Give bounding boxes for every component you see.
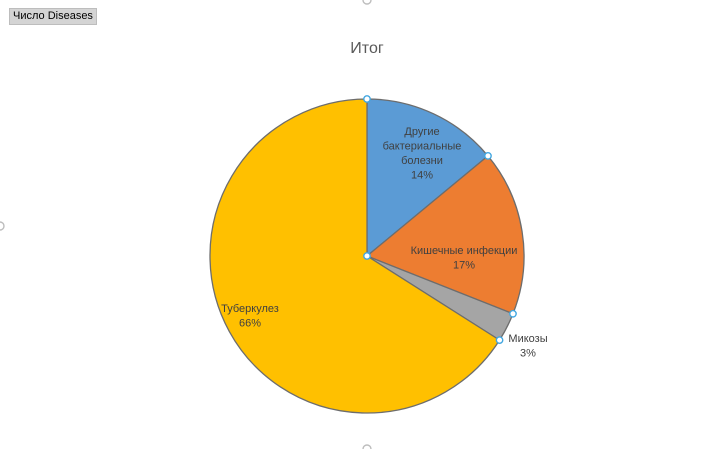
data-label-percent: 3% xyxy=(520,348,536,360)
data-label-category: Кишечные инфекции xyxy=(411,245,518,257)
selection-handle-4[interactable] xyxy=(495,336,504,345)
data-label-3[interactable]: Микозы 3% xyxy=(508,333,547,360)
pie-slice-4[interactable] xyxy=(209,98,501,414)
data-label-category: Туберкулез xyxy=(221,303,279,315)
data-label-category: Другие xyxy=(404,126,439,138)
data-label-category: бактериальные xyxy=(383,141,462,153)
data-label-percent: 14% xyxy=(411,170,433,182)
data-label-category: болезни xyxy=(401,155,443,167)
selection-handle-2[interactable] xyxy=(484,152,492,160)
pie-slices xyxy=(209,98,525,414)
data-label-4[interactable]: Туберкулез 66% xyxy=(221,303,279,330)
data-label-1[interactable]: Другие бактериальные болезни 14% xyxy=(383,126,462,182)
pie-data-labels: Другие бактериальные болезни 14% Кишечные ин… xyxy=(221,126,548,360)
chart-area-handle-left[interactable] xyxy=(0,221,5,231)
selection-handle-3[interactable] xyxy=(509,309,517,318)
pie-slice-1[interactable] xyxy=(366,98,489,257)
pivot-field-button[interactable]: Число Diseases xyxy=(9,8,97,25)
data-label-2[interactable]: Кишечные инфекции 17% xyxy=(411,245,518,272)
selection-handles xyxy=(363,95,517,345)
pie-slice-2[interactable] xyxy=(366,155,525,315)
chart-area-handle-top[interactable] xyxy=(362,0,372,5)
selection-handle-1[interactable] xyxy=(363,95,371,103)
chart-area-handle-bottom[interactable] xyxy=(362,444,372,449)
chart-title[interactable]: Итог xyxy=(350,40,384,57)
selection-handle-center[interactable] xyxy=(363,252,371,260)
data-label-percent: 17% xyxy=(453,260,475,272)
data-label-category: Микозы xyxy=(508,333,547,345)
data-label-percent: 66% xyxy=(239,318,261,330)
